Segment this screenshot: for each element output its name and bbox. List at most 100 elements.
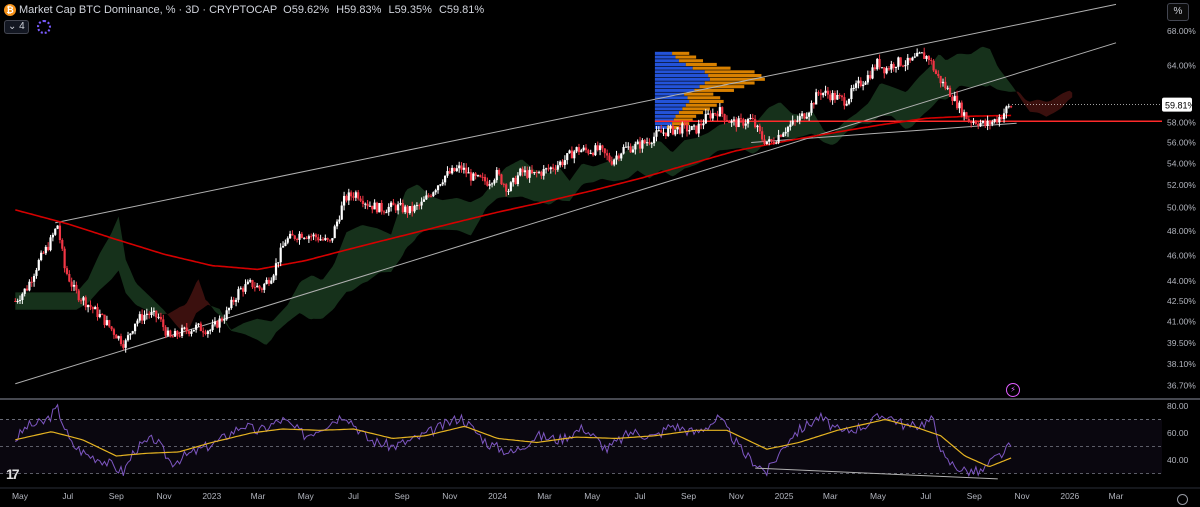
candle[interactable] [664,132,667,136]
candle[interactable] [925,56,928,59]
candle[interactable] [378,203,381,213]
candle[interactable] [681,123,684,134]
candle[interactable] [164,327,167,336]
candle[interactable] [406,206,409,214]
candle[interactable] [345,195,348,201]
candle[interactable] [965,112,968,120]
candle[interactable] [927,56,930,61]
indicators-toggle[interactable]: ⌄ 4 [4,20,29,34]
candle[interactable] [180,327,184,336]
candle[interactable] [436,185,440,191]
candle[interactable] [368,205,372,207]
candle[interactable] [432,192,435,197]
candle[interactable] [117,336,120,339]
candle[interactable] [152,310,155,312]
flash-icon[interactable]: ⚡ [1006,383,1020,397]
candle[interactable] [220,318,224,321]
candle[interactable] [448,171,451,174]
candle[interactable] [796,120,799,122]
candle[interactable] [420,201,423,206]
candle[interactable] [948,87,952,97]
candle[interactable] [887,68,891,70]
candle[interactable] [897,57,900,67]
candle[interactable] [434,190,437,193]
candle[interactable] [68,273,71,282]
candle[interactable] [56,225,59,229]
candle[interactable] [373,202,376,210]
candle[interactable] [500,174,503,185]
candle[interactable] [399,203,402,205]
candle[interactable] [850,88,853,100]
candle[interactable] [685,124,689,132]
candle[interactable] [930,60,933,62]
candle[interactable] [288,233,292,239]
candle[interactable] [730,120,733,123]
candle[interactable] [366,203,369,207]
candle[interactable] [742,119,745,126]
candle[interactable] [653,136,656,144]
candle[interactable] [824,90,827,93]
candle[interactable] [756,125,759,128]
candle[interactable] [242,288,245,292]
candle[interactable] [758,125,761,132]
candle[interactable] [286,238,289,243]
candle[interactable] [272,275,275,281]
candle[interactable] [51,234,54,238]
candle[interactable] [298,233,301,240]
percent-scale-button[interactable]: % [1167,3,1189,21]
candle[interactable] [225,310,228,320]
candle[interactable] [528,169,531,178]
candle[interactable] [695,125,698,134]
candle[interactable] [227,308,231,311]
candle[interactable] [65,268,69,274]
candle[interactable] [645,142,649,144]
candle[interactable] [833,92,837,100]
candle[interactable] [613,159,616,165]
candle[interactable] [392,202,395,206]
candle[interactable] [307,236,310,239]
candle[interactable] [488,184,491,186]
candle[interactable] [946,87,949,89]
candle[interactable] [751,117,754,120]
candle[interactable] [110,326,113,330]
candle[interactable] [401,203,404,213]
candle[interactable] [319,239,322,241]
candle[interactable] [544,168,548,170]
candle[interactable] [467,172,470,174]
candle[interactable] [291,233,294,236]
candle[interactable] [138,314,141,321]
candle[interactable] [735,119,738,128]
candle[interactable] [361,200,364,204]
candle[interactable] [648,142,651,144]
candle[interactable] [148,313,151,316]
candle[interactable] [479,175,482,177]
candle[interactable] [451,167,454,174]
candle[interactable] [197,323,200,325]
candle[interactable] [838,95,841,97]
candle[interactable] [873,67,876,70]
candle[interactable] [779,134,783,137]
candle[interactable] [498,169,501,175]
candle[interactable] [1009,106,1013,108]
candle[interactable] [28,281,31,291]
candle[interactable] [845,103,848,106]
candle[interactable] [963,112,966,116]
candle[interactable] [570,150,574,159]
candle[interactable] [920,52,923,54]
candle[interactable] [267,279,271,284]
candle[interactable] [249,280,252,282]
candle[interactable] [265,279,268,285]
candle[interactable] [129,333,132,336]
candle[interactable] [596,145,599,151]
candle[interactable] [460,165,463,170]
rsi-line[interactable] [15,403,1012,478]
candle[interactable] [540,172,543,176]
candle[interactable] [462,167,465,170]
candle[interactable] [35,270,38,276]
candle[interactable] [789,124,792,127]
candle[interactable] [840,95,844,98]
candle[interactable] [530,169,534,174]
candle[interactable] [547,168,550,170]
candle[interactable] [866,75,869,83]
